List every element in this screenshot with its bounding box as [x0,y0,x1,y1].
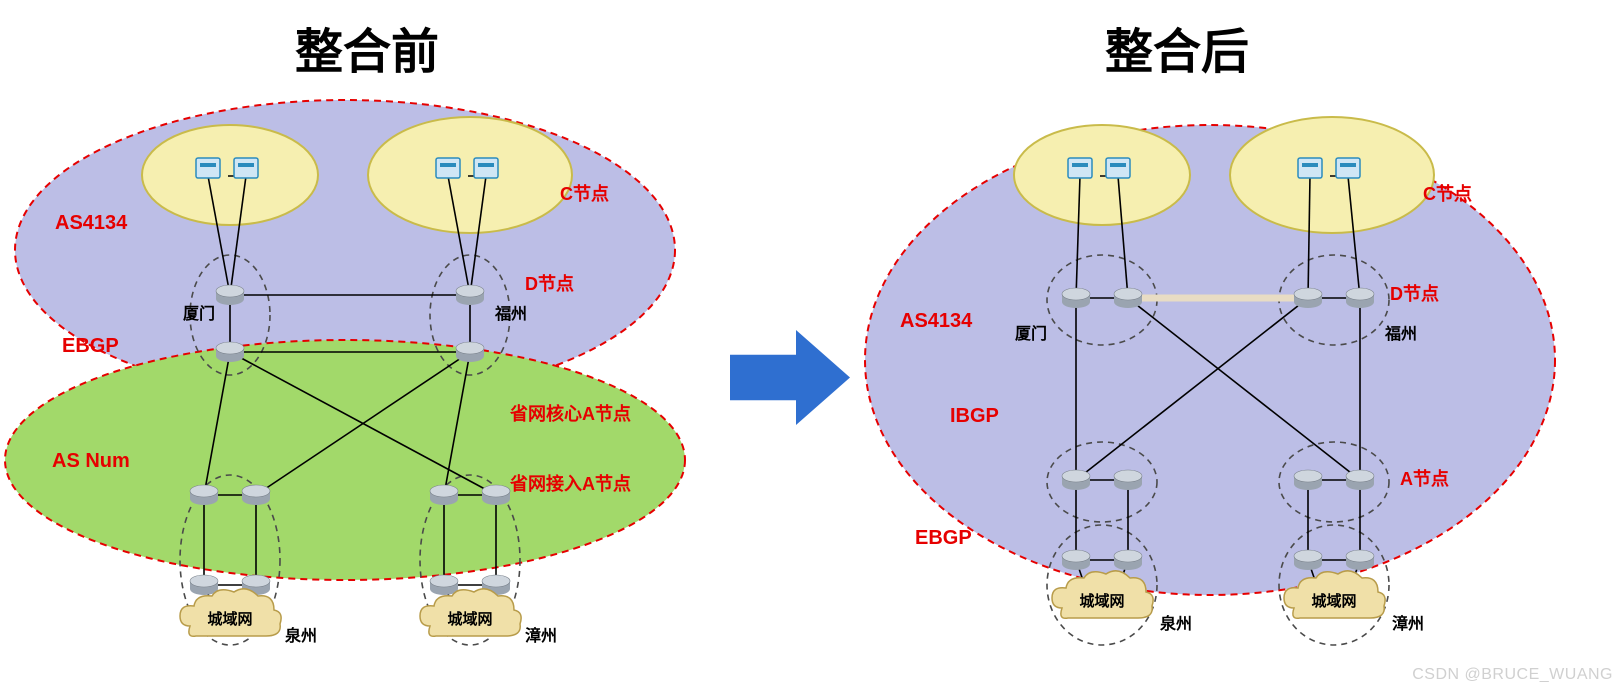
diagram-label: 省网核心A节点 [510,400,631,426]
router-icon [216,342,244,362]
diagram-label: C节点 [560,180,609,206]
watermark: CSDN @BRUCE_WUANG [1412,666,1613,684]
diagram-label: 厦门 [183,300,215,324]
router-icon [1062,288,1090,308]
diagram-label: 福州 [1385,320,1417,344]
router-icon [190,485,218,505]
man-cloud: 城域网 [1052,571,1153,618]
diagram-label: AS4134 [55,212,127,235]
diagram-label: EBGP [915,527,972,550]
router-icon [430,485,458,505]
diagram-label: D节点 [1390,280,1439,306]
switch-icon [1336,158,1360,178]
router-icon [1062,470,1090,490]
man-cloud-label: 城域网 [1079,592,1124,610]
router-icon [430,575,458,595]
router-icon [1346,470,1374,490]
title-right: 整合后 [1105,12,1249,82]
diagram-label: 泉州 [285,622,317,646]
diagram-label: 厦门 [1015,320,1047,344]
diagram-label: IBGP [950,405,999,428]
diagram-label: 省网接入A节点 [510,470,631,496]
switch-icon [436,158,460,178]
router-icon [1114,550,1142,570]
diagram-label: C节点 [1423,180,1472,206]
region-ellipse [1230,117,1434,233]
router-icon [482,485,510,505]
diagram-label: 福州 [495,300,527,324]
man-cloud-label: 城域网 [207,610,252,628]
region-ellipse [1014,125,1190,225]
router-icon [216,285,244,305]
diagram-label: 漳州 [1392,610,1424,634]
router-icon [190,575,218,595]
router-icon [1062,550,1090,570]
router-icon [1114,470,1142,490]
arrow-icon [730,330,850,425]
router-icon [456,342,484,362]
region-ellipse [368,117,572,233]
man-cloud-label: 城域网 [447,610,492,628]
man-cloud-label: 城域网 [1311,592,1356,610]
diagram-label: D节点 [525,270,574,296]
switch-icon [234,158,258,178]
diagram-label: AS Num [52,450,130,473]
router-icon [456,285,484,305]
router-icon [1294,470,1322,490]
router-icon [1346,550,1374,570]
router-icon [1114,288,1142,308]
diagram-label: EBGP [62,335,119,358]
title-left: 整合前 [295,12,439,82]
switch-icon [474,158,498,178]
router-icon [1294,550,1322,570]
router-icon [1294,288,1322,308]
man-cloud: 城域网 [180,589,281,636]
router-icon [242,485,270,505]
switch-icon [196,158,220,178]
router-icon [1346,288,1374,308]
man-cloud: 城域网 [420,589,521,636]
diagram-label: 泉州 [1160,610,1192,634]
diagram-label: 漳州 [525,622,557,646]
switch-icon [1106,158,1130,178]
switch-icon [1068,158,1092,178]
diagram-label: AS4134 [900,310,972,333]
switch-icon [1298,158,1322,178]
region-ellipse [142,125,318,225]
diagram-label: A节点 [1400,465,1449,491]
